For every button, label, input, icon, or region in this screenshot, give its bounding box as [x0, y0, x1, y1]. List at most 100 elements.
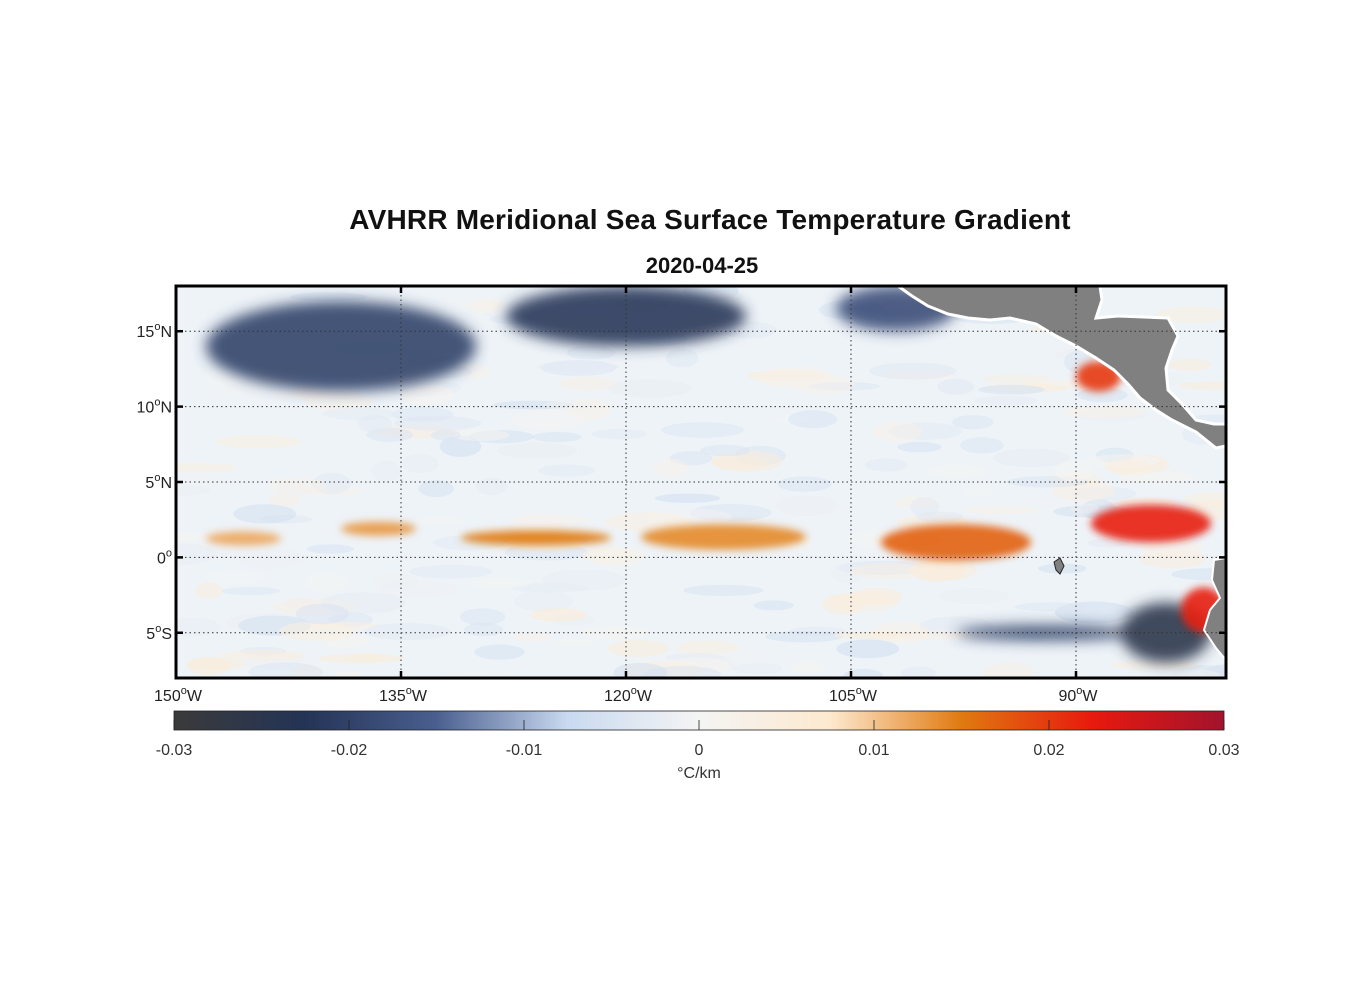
texture-patch [538, 464, 596, 477]
texture-patch [1171, 568, 1226, 581]
texture-patch [1054, 460, 1095, 482]
texture-patch [924, 464, 989, 478]
texture-patch [978, 384, 1045, 395]
texture-patch [401, 454, 439, 473]
texture-patch [418, 480, 455, 498]
texture-patch [850, 563, 927, 579]
texture-patch [415, 516, 464, 525]
texture-patch [205, 569, 266, 586]
texture-patch [676, 640, 740, 655]
texture-patch [215, 434, 301, 449]
texture-patch [475, 477, 508, 496]
texture-patch [554, 638, 597, 647]
texture-patch [1070, 503, 1100, 514]
texture-patch [514, 590, 574, 612]
colorbar-unit-label: °C/km [677, 765, 721, 782]
positive-gradient-band [641, 524, 806, 550]
texture-patch [654, 493, 721, 503]
texture-patch [221, 586, 281, 596]
texture-patch [661, 422, 744, 438]
texture-patch [607, 639, 669, 657]
lon-tick-label: 105oW [829, 685, 878, 705]
texture-patch [869, 362, 957, 380]
texture-patch [1178, 381, 1226, 390]
south-america-land [1202, 556, 1226, 662]
texture-patch [909, 559, 966, 582]
lat-tick-label: 0o [157, 547, 172, 567]
texture-patch [982, 662, 1036, 678]
texture-patch [176, 617, 221, 637]
lon-tick-label: 120oW [604, 685, 653, 705]
texture-patch [497, 442, 578, 459]
texture-patch [513, 632, 553, 642]
texture-patch [776, 495, 837, 517]
texture-patch [939, 588, 1010, 605]
texture-patch [543, 400, 593, 410]
lat-tick-label: 15oN [137, 321, 172, 341]
negative-gradient-band [206, 301, 476, 392]
lon-tick-label: 90oW [1058, 685, 1098, 705]
positive-gradient-band [1091, 504, 1211, 543]
texture-patch [952, 414, 994, 430]
texture-patch [176, 543, 217, 566]
texture-patch [532, 431, 582, 443]
texture-patch [1121, 471, 1196, 484]
texture-patch [248, 662, 323, 678]
texture-patch [964, 505, 1039, 515]
texture-patch [1169, 358, 1212, 372]
texture-patch [1119, 497, 1175, 507]
colorbar-tick-label: 0.01 [858, 742, 889, 759]
texture-patch [1014, 602, 1090, 612]
texture-patch [393, 415, 482, 431]
texture-patch [872, 420, 922, 443]
texture-patch [608, 379, 692, 398]
texture-patch [409, 564, 492, 579]
texture-patch [176, 484, 211, 496]
map-ticks: 150oW 135oW 120oW 105oW 90oW 15oN 10oN 5oN 0o 5oS [137, 286, 1226, 705]
texture-patch [753, 600, 794, 611]
texture-patch [604, 512, 692, 532]
texture-patch [852, 587, 903, 606]
texture-patch [194, 582, 223, 599]
texture-patch [654, 458, 688, 478]
texture-patch [777, 476, 832, 492]
central-america-land [895, 286, 1226, 450]
galapagos-island [1053, 557, 1065, 575]
texture-patch [268, 493, 301, 508]
texture-patch [1077, 387, 1128, 403]
texture-patch [537, 361, 620, 373]
texture-patch [1087, 538, 1131, 548]
land-central-america [895, 286, 1226, 662]
texture-patch [451, 429, 509, 442]
texture-patch [176, 532, 211, 542]
positive-gradient-band [881, 524, 1031, 561]
positive-gradient-band [206, 531, 281, 546]
texture-patch [836, 639, 900, 659]
texture-patch [185, 657, 246, 671]
texture-patch [788, 410, 838, 429]
texture-patch [220, 649, 307, 661]
texture-patch [724, 650, 763, 665]
lon-tick-label: 150oW [154, 685, 203, 705]
texture-patch [665, 348, 699, 368]
positive-gradient-features [206, 361, 1226, 633]
texture-patch [1062, 405, 1146, 418]
texture-patch [371, 460, 401, 482]
texture-patch [267, 477, 327, 495]
texture-patch [430, 429, 461, 441]
texture-patch [915, 511, 964, 523]
texture-patch [683, 584, 764, 596]
lat-tick-label: 10oN [137, 397, 172, 417]
lat-tick-label: 5oN [145, 472, 172, 492]
map-title: AVHRR Meridional Sea Surface Temperature… [349, 204, 1071, 235]
texture-patch [897, 441, 942, 453]
colorbar-ticks: -0.03 -0.02 -0.01 0 0.01 0.02 0.03 [156, 720, 1240, 759]
texture-patch [290, 292, 368, 302]
texture-patch [792, 374, 855, 396]
texture-patch [363, 622, 451, 641]
texture-patch [511, 409, 586, 431]
texture-patch [1108, 459, 1152, 476]
texture-patch [304, 572, 349, 593]
texture-patch [512, 512, 561, 535]
